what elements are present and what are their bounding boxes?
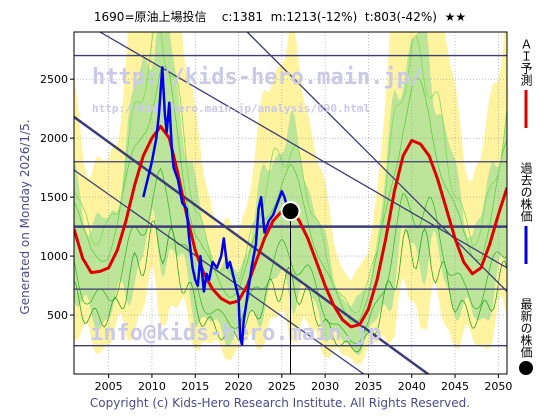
title-text: 1690=原油上場投信: [93, 10, 207, 24]
forecast-band-inner: [74, 32, 507, 356]
forecast-scenario-line: [74, 66, 507, 323]
x-tick-label: 2045: [441, 380, 469, 393]
rating-stars: ★★: [444, 10, 467, 24]
watermark-email: info@kids-hero.main.jp: [90, 321, 381, 346]
y-tick-label: 2000: [40, 132, 68, 145]
plot-frame: [73, 31, 508, 375]
trend-channel-line: [74, 169, 365, 374]
y-tick-label: 500: [47, 309, 68, 322]
mean-price: m:1213(-12%): [270, 10, 358, 24]
x-tick-label: 2020: [225, 380, 253, 393]
low-price: t:803(-42%): [364, 10, 437, 24]
trend-channel-line: [246, 32, 507, 292]
latest-price-marker: [280, 201, 301, 222]
chart-title: 1690=原油上場投信 c:1381 m:1213(-12%) t:803(-4…: [0, 8, 560, 25]
generated-date: Generated on Monday 2026/1/5.: [18, 119, 32, 315]
legend-label: ＡＩ予測: [519, 38, 533, 87]
watermark-url-analysis: http://kids-hero.main.jp/analysis/690.ht…: [92, 102, 370, 115]
x-tick-label: 2010: [138, 380, 166, 393]
legend-label: 最新の株価: [519, 298, 533, 358]
x-tick-label: 2025: [268, 380, 296, 393]
trend-channel-line: [99, 32, 507, 269]
y-tick-label: 2500: [40, 73, 68, 86]
y-tick-label: 1500: [40, 191, 68, 204]
y-tick-label: 1000: [40, 250, 68, 263]
x-tick-label: 2005: [95, 380, 123, 393]
copyright-footer: Copyright (c) Kids-Hero Research Institu…: [89, 396, 471, 410]
legend-latest-swatch: [519, 361, 533, 375]
x-tick-label: 2015: [181, 380, 209, 393]
forecast-scenario-line: [74, 32, 507, 314]
x-tick-label: 2030: [311, 380, 339, 393]
x-tick-label: 2050: [484, 380, 512, 393]
history-line: [142, 66, 291, 346]
x-tick-label: 2035: [354, 380, 382, 393]
legend-label: 過去の株価: [519, 162, 533, 222]
x-tick-label: 2040: [398, 380, 426, 393]
current-price: c:1381: [221, 10, 263, 24]
watermark-url: http://kids-hero.main.jp/: [92, 65, 423, 90]
